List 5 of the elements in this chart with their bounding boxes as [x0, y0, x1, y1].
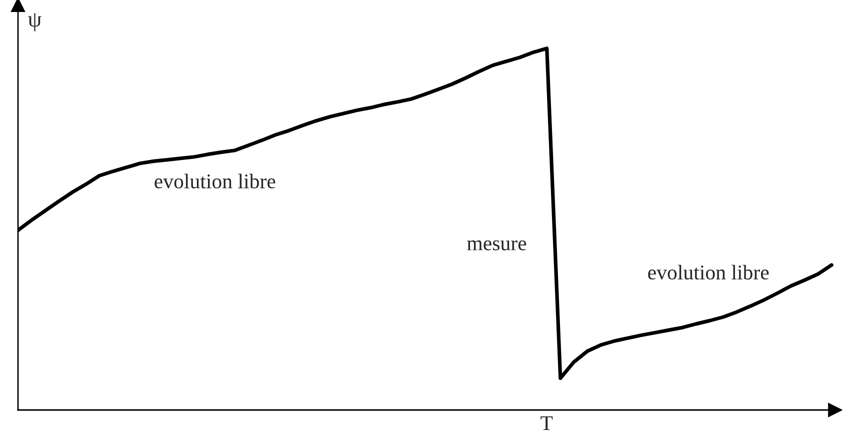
annotation: mesure: [467, 240, 526, 250]
y-axis-title: ψ: [28, 13, 42, 32]
annotation: evolution libre: [648, 264, 769, 280]
text: T: [540, 416, 553, 430]
annotation: evolution libre: [154, 174, 276, 188]
